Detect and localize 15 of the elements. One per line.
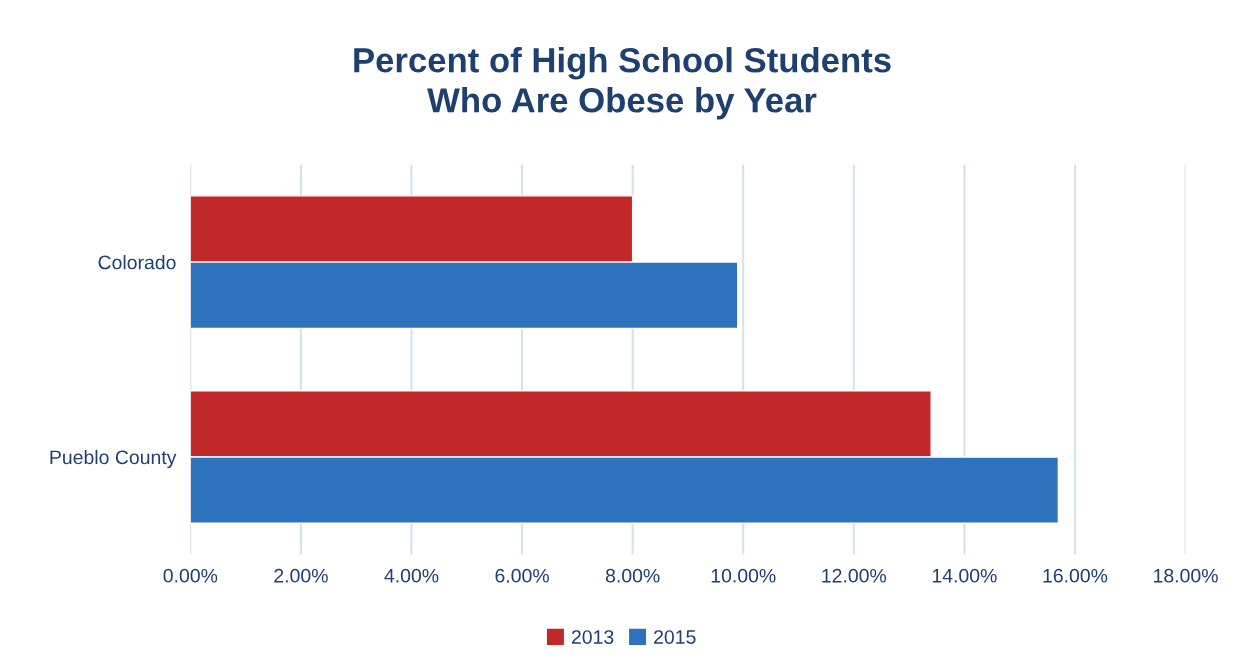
y-tick-label: Pueblo County xyxy=(50,449,177,469)
chart-title: Percent of High School Students Who Are Obese by Year xyxy=(354,47,891,120)
x-tick-label: 18.00% xyxy=(1154,568,1218,583)
x-tick-label: 12.00% xyxy=(822,568,887,583)
y-tick-label: Colorado xyxy=(98,255,176,270)
legend-label: 2013 xyxy=(571,630,614,644)
legend-label: 2015 xyxy=(654,630,696,644)
x-tick-label: 14.00% xyxy=(932,568,997,583)
x-tick-label: 2.00% xyxy=(274,568,328,583)
x-tick-label: 6.00% xyxy=(495,568,549,583)
x-tick-label: 16.00% xyxy=(1043,568,1108,583)
x-tick-label: 4.00% xyxy=(384,568,439,583)
x-tick-label: 8.00% xyxy=(605,568,660,583)
x-tick-label: 0.00% xyxy=(163,568,218,583)
x-tick-label: 10.00% xyxy=(711,568,776,583)
